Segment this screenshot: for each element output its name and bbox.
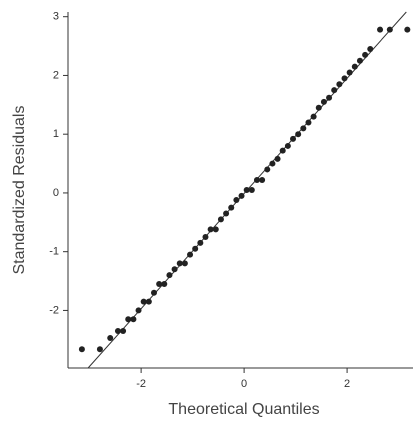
- point: [280, 148, 286, 154]
- x-tick-label: -2: [136, 378, 146, 390]
- point: [259, 177, 265, 183]
- point: [172, 266, 178, 272]
- point: [197, 240, 203, 246]
- point: [187, 252, 193, 258]
- point: [182, 260, 188, 266]
- point: [125, 316, 131, 322]
- y-tick-label: 1: [53, 128, 59, 140]
- point: [136, 307, 142, 313]
- point: [151, 290, 157, 296]
- point: [228, 205, 234, 211]
- point: [202, 234, 208, 240]
- point: [161, 281, 167, 287]
- point: [362, 52, 368, 58]
- point: [192, 246, 198, 252]
- point: [244, 187, 250, 193]
- point: [352, 64, 358, 70]
- page: {"chart_data": { "type": "scatter", "x_l…: [0, 0, 417, 425]
- point: [326, 95, 332, 101]
- point: [107, 335, 113, 341]
- point: [79, 346, 85, 352]
- point: [120, 328, 126, 334]
- point: [275, 156, 281, 162]
- y-tick-label: 2: [53, 69, 59, 81]
- point: [311, 114, 317, 120]
- point: [316, 105, 322, 111]
- point: [213, 226, 219, 232]
- point: [377, 27, 383, 33]
- x-axis-title: Theoretical Quantiles: [168, 401, 319, 418]
- y-tick-label: -1: [49, 246, 59, 258]
- y-tick-label: 3: [53, 11, 59, 23]
- y-tick-label: 0: [53, 187, 59, 199]
- point: [321, 99, 327, 105]
- x-tick-label: 2: [344, 378, 350, 390]
- point: [249, 187, 255, 193]
- point: [156, 281, 162, 287]
- point: [300, 125, 306, 131]
- point: [336, 81, 342, 87]
- point: [404, 27, 410, 33]
- point: [97, 346, 103, 352]
- chart: Theoretical Quantiles Standardized Resid…: [0, 0, 417, 425]
- point: [166, 272, 172, 278]
- y-tick-label: -2: [49, 304, 59, 316]
- point: [223, 210, 229, 216]
- point: [269, 161, 275, 167]
- point: [233, 197, 239, 203]
- point: [290, 136, 296, 142]
- point: [331, 87, 337, 93]
- point: [254, 177, 260, 183]
- point: [387, 27, 393, 33]
- point: [285, 143, 291, 149]
- y-axis-title: Standardized Residuals: [11, 106, 28, 275]
- point: [367, 46, 373, 52]
- point: [208, 226, 214, 232]
- point: [130, 316, 136, 322]
- point: [141, 299, 147, 305]
- point: [146, 299, 152, 305]
- point: [264, 166, 270, 172]
- point: [239, 193, 245, 199]
- point: [342, 75, 348, 81]
- point: [177, 260, 183, 266]
- x-tick-label: 0: [241, 378, 247, 390]
- point: [357, 58, 363, 64]
- point: [305, 119, 311, 125]
- point: [347, 70, 353, 76]
- point: [115, 328, 121, 334]
- point: [218, 216, 224, 222]
- point: [295, 131, 301, 137]
